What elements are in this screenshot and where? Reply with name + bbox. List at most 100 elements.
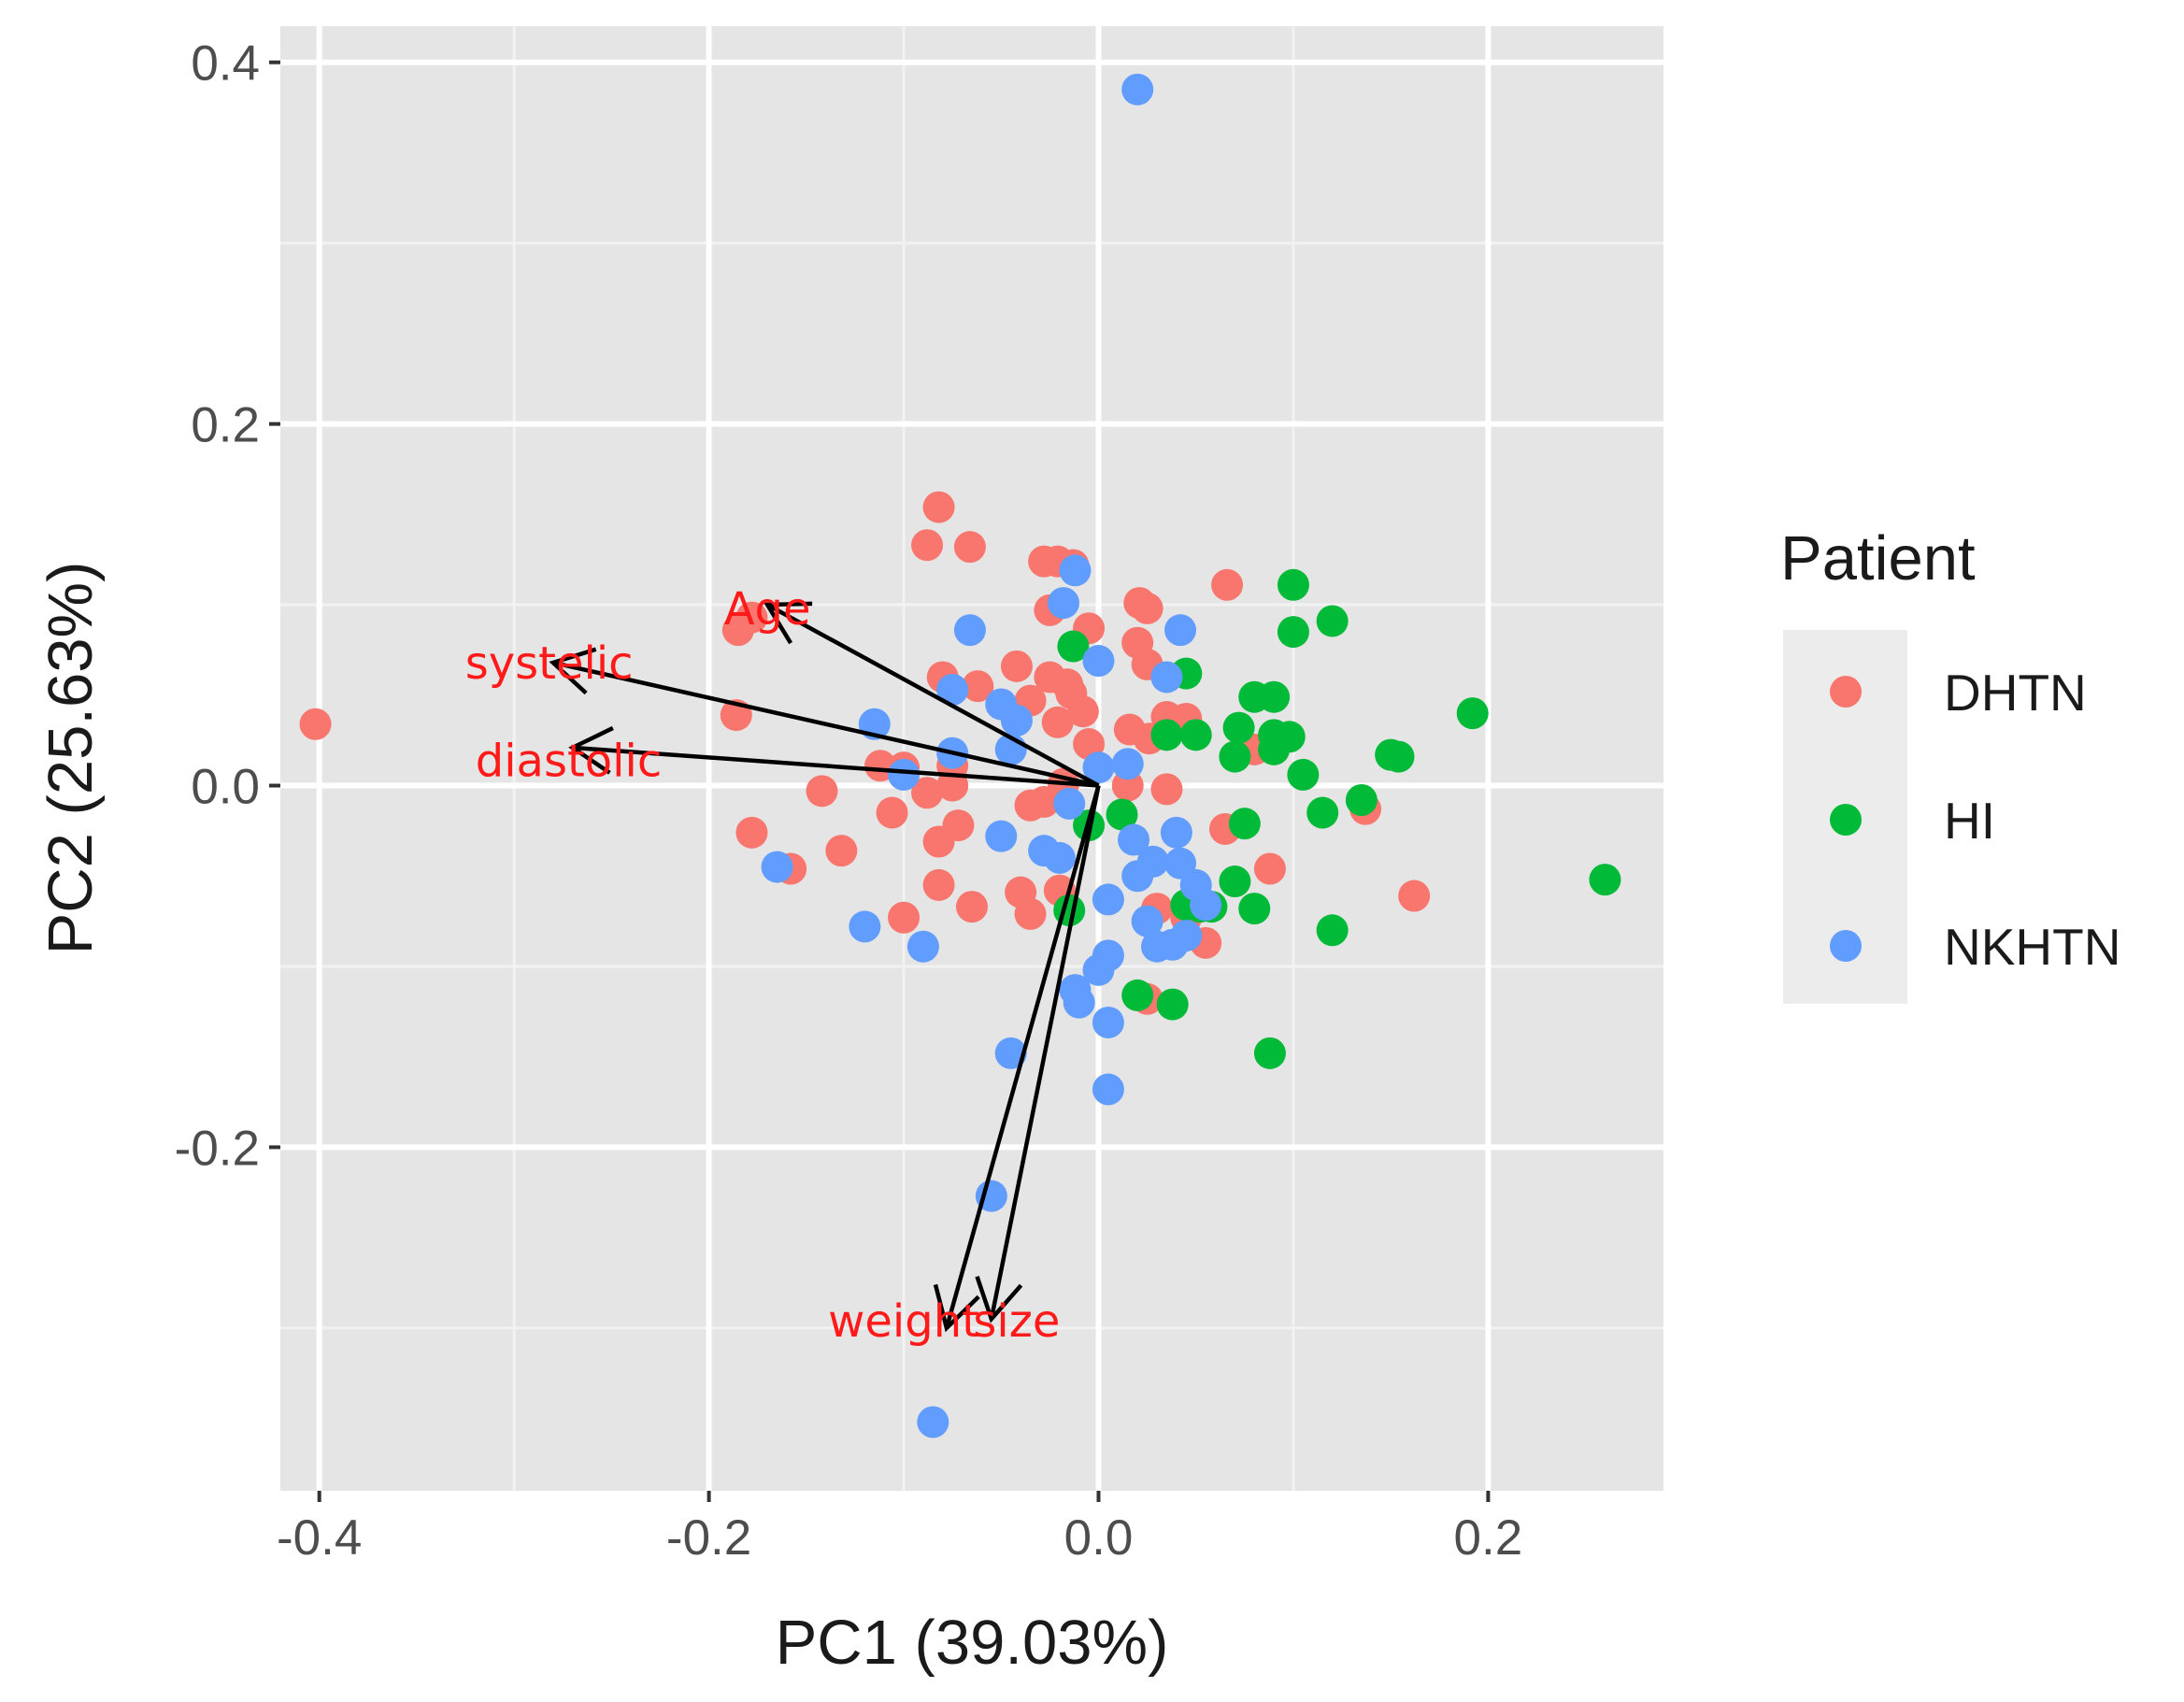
point-dhtn xyxy=(956,891,988,923)
point-nkhtn xyxy=(888,758,921,791)
legend-swatch-hi xyxy=(1830,804,1862,836)
point-dhtn xyxy=(1211,568,1244,601)
point-dhtn xyxy=(922,491,955,523)
legend-swatch-dhtn xyxy=(1830,676,1862,708)
point-nkhtn xyxy=(1092,883,1124,916)
legend-title: Patient xyxy=(1780,523,1976,594)
arrow-head-systelic xyxy=(549,647,597,695)
point-hi xyxy=(1316,914,1349,947)
point-dhtn xyxy=(825,835,858,867)
point-nkhtn xyxy=(1082,751,1115,784)
point-hi xyxy=(1219,865,1251,898)
point-nkhtn xyxy=(1121,860,1154,893)
arrow-head-age xyxy=(764,601,813,645)
point-dhtn xyxy=(806,775,838,808)
point-nkhtn xyxy=(1047,587,1079,620)
point-hi xyxy=(1156,988,1189,1021)
loading-label-age: Age xyxy=(724,583,811,636)
point-hi xyxy=(1277,568,1309,601)
point-hi xyxy=(1228,808,1261,840)
point-dhtn xyxy=(1398,880,1431,912)
point-dhtn xyxy=(888,901,921,934)
point-nkhtn xyxy=(1082,645,1115,678)
point-hi xyxy=(1121,979,1154,1011)
point-dhtn xyxy=(962,670,994,703)
point-nkhtn xyxy=(1121,73,1154,106)
point-nkhtn xyxy=(953,614,986,647)
point-hi xyxy=(1456,697,1489,730)
point-dhtn xyxy=(1014,897,1047,930)
point-nkhtn xyxy=(985,820,1018,852)
point-nkhtn xyxy=(1131,905,1163,937)
point-dhtn xyxy=(1131,592,1163,624)
point-nkhtn xyxy=(1043,841,1076,874)
point-hi xyxy=(1057,630,1090,663)
loading-arrows xyxy=(549,601,1101,1333)
arrow-shaft-weight xyxy=(944,784,1101,1329)
point-hi xyxy=(1382,740,1415,773)
x-axis-title: PC1 (39.03%) xyxy=(776,1608,1169,1678)
point-hi xyxy=(1589,864,1621,896)
y-tick-label: 0.2 xyxy=(191,398,260,453)
point-dhtn xyxy=(1041,706,1074,738)
point-nkhtn xyxy=(1063,986,1095,1019)
point-dhtn xyxy=(1051,668,1084,701)
point-hi xyxy=(1277,616,1309,649)
loading-label-weight: weight xyxy=(828,1295,979,1348)
point-hi xyxy=(1219,740,1251,773)
arrow-shaft-diastolic xyxy=(572,745,1099,788)
point-nkhtn xyxy=(936,673,969,706)
arrow-shaft-age xyxy=(766,603,1100,788)
point-nkhtn xyxy=(1111,748,1144,780)
point-nkhtn xyxy=(1059,554,1092,587)
point-hi xyxy=(1306,796,1339,829)
point-hi xyxy=(1106,798,1138,831)
point-nkhtn xyxy=(761,851,793,883)
point-hi xyxy=(1345,783,1377,816)
point-nkhtn xyxy=(849,910,881,943)
point-nkhtn xyxy=(917,1406,949,1438)
point-nkhtn xyxy=(1164,614,1197,647)
point-dhtn xyxy=(911,777,944,809)
x-tick-label: -0.2 xyxy=(666,1510,751,1566)
point-dhtn xyxy=(953,531,986,564)
point-hi xyxy=(1238,893,1271,925)
point-dhtn xyxy=(735,816,768,849)
point-nkhtn xyxy=(1053,787,1086,820)
legend: Patient DHTN HI NKHTN xyxy=(1780,523,2120,1004)
point-dhtn xyxy=(922,825,955,858)
point-hi xyxy=(1258,680,1291,713)
x-tick-label: 0.0 xyxy=(1064,1510,1134,1566)
point-nkhtn xyxy=(1156,928,1189,961)
x-axis-ticks: -0.4 -0.2 0.0 0.2 xyxy=(277,1491,1522,1566)
legend-label-nkhtn: NKHTN xyxy=(1944,918,2120,976)
point-hi xyxy=(1150,719,1183,751)
point-dhtn xyxy=(1000,650,1033,682)
legend-label-dhtn: DHTN xyxy=(1944,664,2087,722)
point-hi xyxy=(1253,1037,1286,1069)
arrow-head-size xyxy=(975,1276,1023,1323)
point-nkhtn xyxy=(994,1037,1027,1069)
point-dhtn xyxy=(1253,852,1286,885)
arrow-head-weight xyxy=(933,1283,980,1333)
point-nkhtn xyxy=(1118,823,1150,856)
arrow-head-diastolic xyxy=(568,725,614,775)
point-nkhtn xyxy=(1092,1073,1124,1106)
point-nkhtn xyxy=(1160,816,1192,849)
point-dhtn xyxy=(911,529,944,562)
y-tick-label: -0.2 xyxy=(175,1121,260,1176)
y-tick-label: 0.0 xyxy=(191,760,260,815)
point-nkhtn xyxy=(1190,889,1222,922)
point-dhtn xyxy=(735,601,768,634)
point-nkhtn xyxy=(1000,704,1033,737)
point-dhtn xyxy=(876,796,908,829)
legend-swatch-nkhtn xyxy=(1830,930,1862,962)
loading-label-size: size xyxy=(973,1295,1060,1348)
point-hi xyxy=(1179,719,1212,751)
point-dhtn xyxy=(922,868,955,901)
point-nkhtn xyxy=(906,930,939,963)
point-hi xyxy=(1222,711,1255,744)
arrow-shaft-size xyxy=(989,785,1101,1320)
x-tick-label: 0.2 xyxy=(1454,1510,1523,1566)
